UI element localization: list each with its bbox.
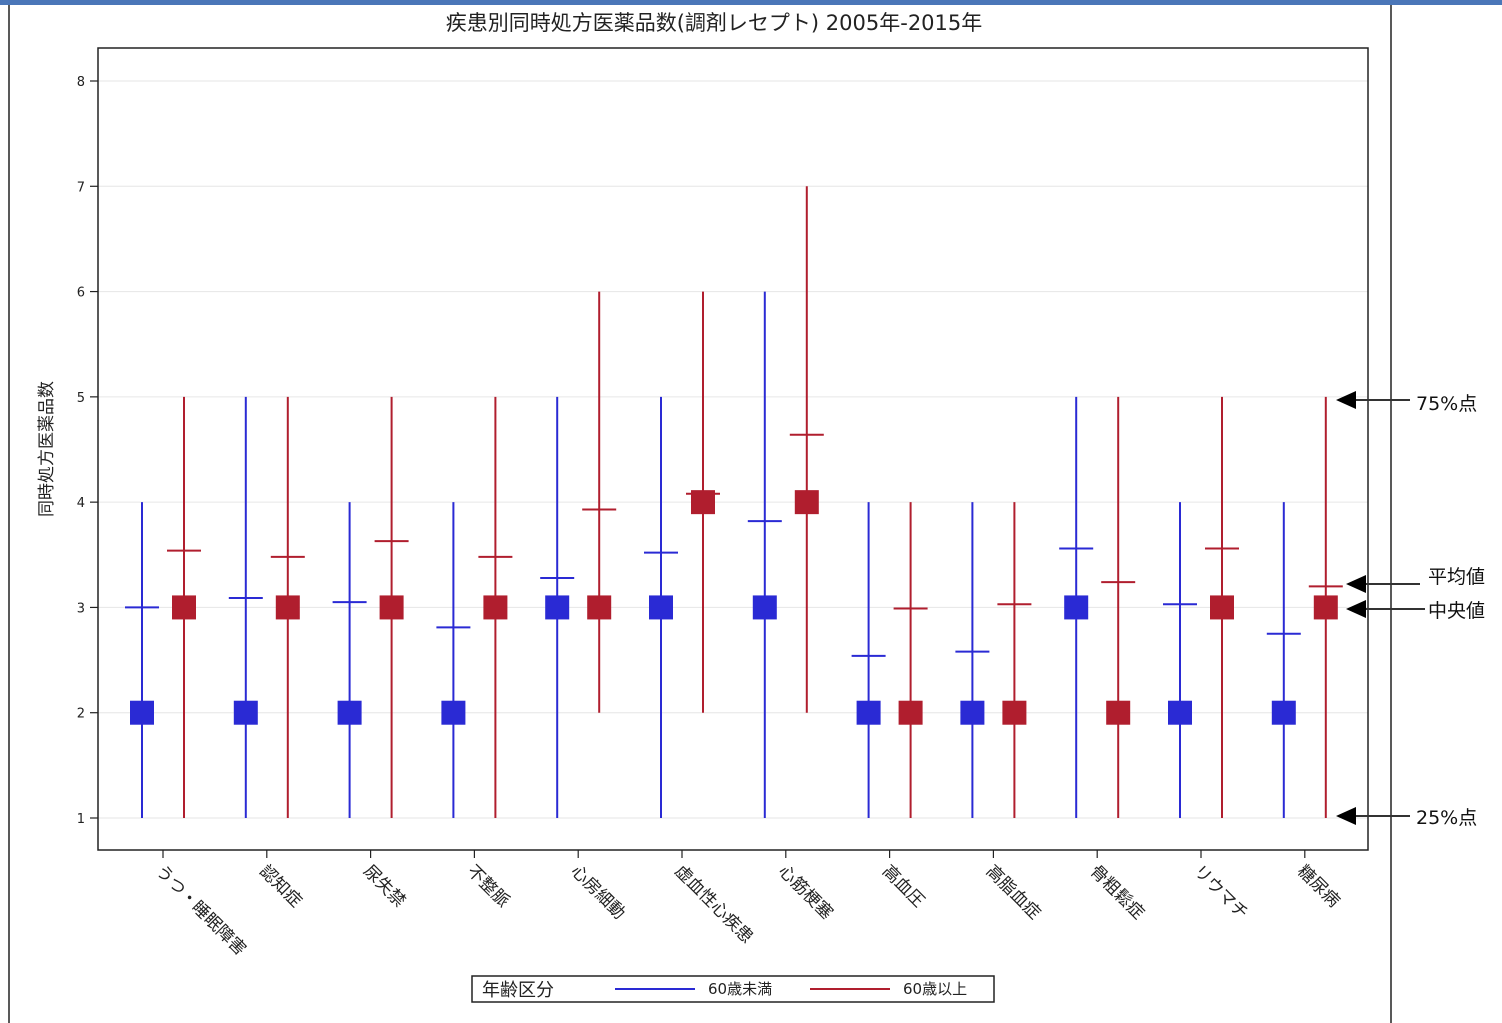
annotations: 75%点 平均値 中央値 25%点 — [1336, 391, 1485, 829]
window-top-bar — [0, 0, 1502, 5]
x-category-label: 尿失禁 — [359, 861, 409, 911]
median-marker — [233, 700, 258, 725]
median-marker — [172, 595, 196, 620]
legend-box — [471, 975, 995, 1003]
legend-label-series-2: 60歳以上 — [903, 980, 967, 998]
y-tick-label: 6 — [77, 286, 85, 301]
y-tick-label: 7 — [77, 180, 85, 195]
median-marker — [1210, 595, 1234, 620]
annotation-median-label: 中央値 — [1428, 600, 1485, 622]
y-tick-label: 5 — [77, 391, 85, 406]
x-category-label: 骨粗鬆症 — [1086, 861, 1149, 924]
series-2 — [167, 186, 1343, 818]
series-1 — [125, 291, 1301, 818]
median-marker — [1271, 700, 1296, 725]
x-category-label: 心筋梗塞 — [774, 861, 836, 923]
median-marker — [545, 595, 570, 620]
median-marker — [794, 490, 819, 515]
arrow-icon — [1346, 600, 1366, 618]
median-marker — [1313, 595, 1338, 620]
x-category-label: 糖尿病 — [1293, 861, 1343, 911]
annotation-q1: 25%点 — [1336, 807, 1477, 829]
x-category-label: 虚血性心疾患 — [670, 861, 756, 947]
x-category-label: 高脂血症 — [982, 861, 1044, 923]
median-marker — [691, 490, 715, 515]
y-tick-label: 8 — [77, 75, 85, 90]
legend-title: 年齢区分 — [482, 980, 554, 1001]
median-marker — [752, 595, 777, 620]
grid — [98, 80, 1368, 819]
median-marker — [1064, 595, 1089, 620]
annotation-mean-label: 平均値 — [1428, 566, 1485, 588]
y-tick-label: 3 — [77, 601, 85, 616]
median-marker — [856, 700, 881, 725]
y-tick-label: 1 — [77, 812, 85, 827]
median-marker — [483, 595, 508, 620]
chart-title: 疾患別同時処方医薬品数(調剤レセプト) 2005年-2015年 — [446, 11, 983, 35]
median-marker — [898, 700, 923, 725]
median-marker — [587, 595, 612, 620]
arrow-icon — [1336, 807, 1356, 825]
y-tick-label: 4 — [77, 496, 85, 511]
y-axis-label: 同時処方医薬品数 — [37, 381, 57, 517]
arrow-icon — [1346, 575, 1366, 593]
annotation-mean: 平均値 — [1346, 566, 1485, 593]
arrow-icon — [1336, 391, 1356, 409]
legend-label-series-1: 60歳未満 — [708, 980, 772, 998]
x-category-label: うつ・睡眠障害 — [151, 861, 249, 959]
median-marker — [441, 700, 466, 725]
y-axis: 1 2 3 4 5 6 7 8 — [77, 75, 98, 827]
median-marker — [379, 595, 404, 620]
y-tick-label: 2 — [77, 707, 85, 722]
annotation-q3-label: 75%点 — [1416, 393, 1477, 415]
median-marker — [275, 595, 300, 620]
x-category-label: 高血圧 — [878, 861, 928, 911]
x-category-label: 認知症 — [255, 861, 305, 911]
annotation-q1-label: 25%点 — [1416, 807, 1477, 829]
plot-area-frame — [97, 47, 1369, 851]
legend: 年齢区分 60歳未満 60歳以上 — [471, 975, 995, 1003]
annotation-q3: 75%点 — [1336, 391, 1477, 415]
annotation-median: 中央値 — [1346, 600, 1485, 622]
x-category-label: 不整脈 — [463, 861, 513, 911]
median-marker — [1106, 700, 1131, 725]
median-marker — [337, 700, 362, 725]
x-category-label: リウマチ — [1189, 861, 1251, 923]
x-axis: うつ・睡眠障害 認知症 尿失禁 不整脈 心房細動 虚血性心疾患 心筋梗塞 高血圧 高脂血症 骨粗鬆… — [151, 850, 1343, 960]
median-marker — [130, 700, 154, 725]
median-marker — [649, 595, 673, 620]
median-marker — [1168, 700, 1192, 725]
median-marker — [960, 700, 985, 725]
median-marker — [1002, 700, 1027, 725]
x-category-label: 心房細動 — [567, 861, 629, 923]
series-marks — [125, 186, 1343, 818]
